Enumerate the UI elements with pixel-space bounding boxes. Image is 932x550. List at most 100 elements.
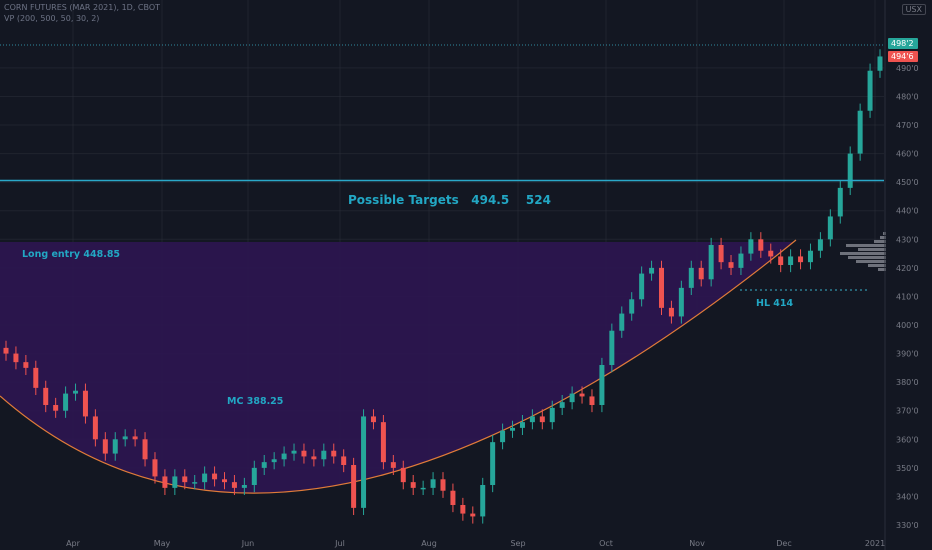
candle-body: [132, 436, 138, 440]
mc-label: MC 388.25: [227, 396, 283, 407]
price-tag-box: [888, 51, 918, 62]
candle-body: [500, 430, 506, 443]
candle-body: [361, 416, 367, 508]
candle-body: [678, 287, 684, 317]
candle-body: [23, 362, 29, 368]
candle-body: [798, 256, 804, 263]
candle-body: [698, 267, 704, 280]
candle-body: [837, 187, 843, 217]
candle-body: [450, 490, 456, 506]
candle-body: [172, 476, 178, 488]
candle-body: [351, 465, 357, 508]
candle-body: [768, 250, 774, 257]
vp-bar: [848, 256, 886, 259]
x-tick-label: Apr: [66, 539, 81, 548]
price-tag-text: 498'2: [891, 39, 914, 48]
x-tick-label: Jul: [334, 539, 345, 548]
vp-bar: [846, 244, 886, 247]
candle-body: [788, 256, 794, 266]
candle-body: [778, 256, 784, 266]
candle-body: [301, 450, 307, 457]
candle-body: [728, 262, 734, 268]
candle-body: [718, 245, 724, 263]
curve-mask: [0, 240, 884, 550]
candle-body: [162, 476, 168, 488]
y-tick-label: 330'0: [896, 521, 919, 530]
vp-bar: [880, 236, 886, 239]
x-tick-label: Nov: [689, 539, 705, 548]
candle-body: [649, 267, 655, 274]
vp-bar: [856, 260, 886, 263]
x-tick-label: Jun: [241, 539, 255, 548]
candles: [3, 49, 883, 524]
candle-body: [549, 407, 555, 423]
y-axis[interactable]: 330'0 340'0 350'0 360'0 370'0 380'0 390'0 400'0…: [884, 0, 919, 550]
x-tick-label: Oct: [599, 539, 613, 548]
candle-body: [112, 439, 118, 454]
candle-body: [152, 459, 158, 477]
candle-body: [688, 267, 694, 288]
currency-badge[interactable]: USX: [901, 4, 926, 15]
candle-body: [639, 273, 645, 300]
candle-body: [192, 482, 198, 484]
y-tick-label: 400'0: [896, 321, 919, 330]
candle-body: [281, 453, 287, 460]
candle-body: [400, 467, 406, 483]
candle-body: [460, 505, 466, 514]
cup-curve: [0, 239, 884, 550]
candle-body: [73, 390, 79, 394]
cup-curve-line: [0, 239, 797, 494]
y-tick-label: 350'0: [896, 464, 919, 473]
candle-body: [222, 479, 227, 483]
candle-body: [539, 416, 545, 423]
y-tick-label: 430'0: [896, 235, 919, 244]
y-tick-label: 390'0: [896, 350, 919, 359]
candle-body: [589, 396, 595, 406]
y-tick-label: 370'0: [896, 407, 919, 416]
candle-body: [579, 393, 585, 397]
candle-body: [519, 422, 525, 428]
symbol-title: CORN FUTURES (MAR 2021), 1D, CBOT: [4, 3, 161, 12]
candle-body: [430, 479, 436, 488]
candle-body: [291, 450, 297, 454]
candle-body: [629, 299, 635, 314]
y-tick-label: 340'0: [896, 492, 919, 501]
x-tick-label: 2021: [865, 539, 885, 548]
candle-body: [599, 365, 605, 406]
vp-bar: [874, 240, 886, 243]
long-entry-label: Long entry 448.85: [22, 249, 120, 260]
indicator-title[interactable]: VP (200, 500, 50, 30, 2): [4, 14, 100, 23]
candle-body: [311, 456, 317, 460]
candle-body: [748, 239, 754, 254]
candle-body: [420, 487, 426, 490]
y-tick-label: 470'0: [896, 121, 919, 130]
vp-bar: [878, 268, 886, 271]
level-lines: [0, 44, 884, 291]
candle-body: [13, 353, 19, 363]
x-tick-label: Sep: [510, 539, 525, 548]
candle-body: [63, 393, 69, 411]
y-tick-label: 480'0: [896, 92, 919, 101]
x-axis[interactable]: Apr May Jun Jul Aug Sep Oct Nov Dec 2021: [66, 539, 885, 548]
y-tick-label: 440'0: [896, 207, 919, 216]
y-tick-label: 490'0: [896, 64, 919, 73]
candle-body: [529, 416, 535, 423]
candle-body: [251, 467, 257, 486]
vp-bar: [858, 248, 886, 251]
candle-body: [341, 456, 347, 466]
price-tags: 498'2 494'6: [888, 38, 918, 62]
candle-body: [410, 482, 416, 488]
candle-body: [212, 473, 218, 480]
candle-body: [609, 330, 615, 366]
candle-body: [142, 439, 148, 460]
price-tag-box: [888, 38, 918, 49]
candle-body: [92, 416, 98, 440]
vp-bar: [868, 264, 886, 267]
candle-body: [380, 422, 386, 463]
candle-body: [231, 482, 237, 488]
targets-label: Possible Targets 494.5 524: [348, 193, 551, 207]
vp-bar: [840, 252, 886, 255]
hl-label: HL 414: [756, 298, 794, 309]
candle-body: [440, 479, 446, 491]
